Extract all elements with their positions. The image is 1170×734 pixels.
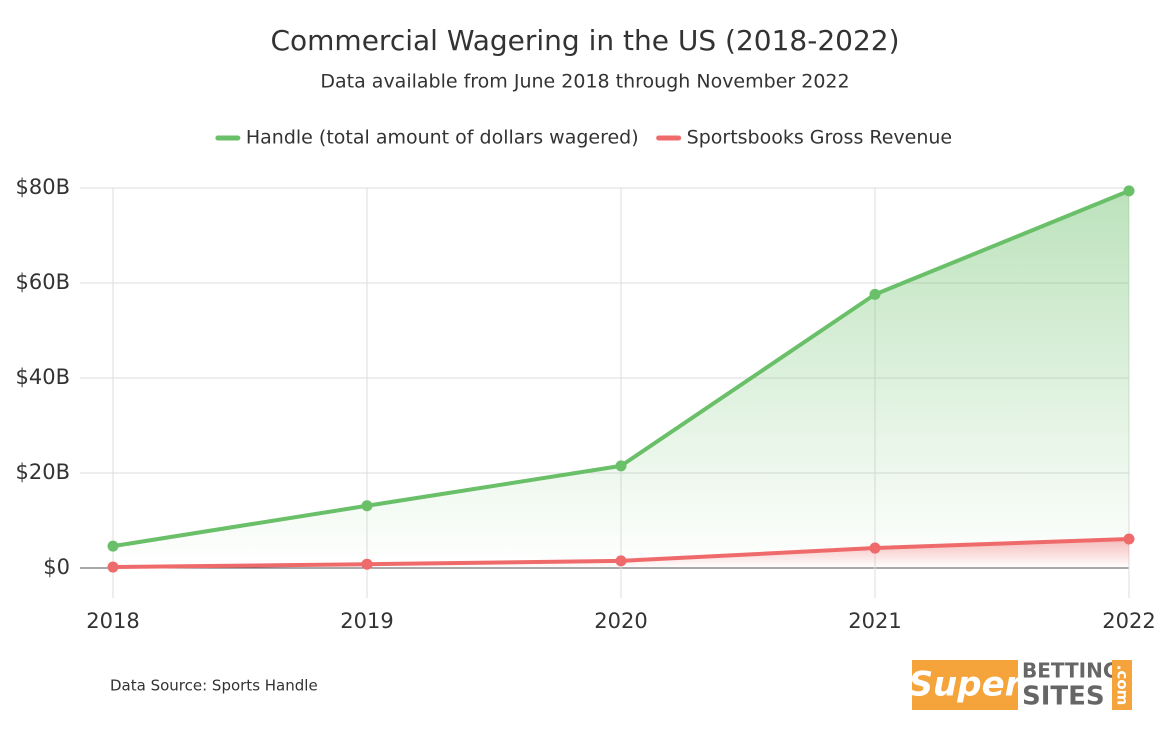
logo-box	[912, 660, 1018, 710]
logo-line1: BETTING	[1022, 659, 1119, 683]
data-point	[1123, 185, 1135, 197]
x-tick-label: 2018	[86, 609, 139, 633]
y-tick-label: $20B	[16, 460, 71, 484]
chart-subtitle: Data available from June 2018 through No…	[320, 71, 849, 93]
data-point	[869, 288, 881, 300]
series-area	[113, 539, 1129, 568]
logo-brand: Super	[909, 665, 1024, 705]
logo-line2: SITES	[1022, 682, 1105, 712]
data-point	[615, 460, 627, 472]
series-area	[113, 190, 1129, 568]
data-point	[361, 500, 373, 512]
data-point	[1123, 533, 1135, 545]
legend-label: Handle (total amount of dollars wagered)	[246, 127, 639, 149]
x-tick-label: 2021	[848, 609, 901, 633]
data-point	[107, 561, 119, 573]
logo-suffix: .com	[1114, 665, 1132, 706]
data-point	[615, 555, 627, 567]
data-point	[361, 558, 373, 570]
logo: Super BETTING SITES .com	[909, 659, 1132, 712]
x-tick-label: 2020	[594, 609, 647, 633]
logo-suffix-box	[1112, 660, 1132, 710]
y-tick-label: $0	[43, 555, 70, 579]
x-tick-label: 2019	[340, 609, 393, 633]
x-tick-label: 2022	[1102, 609, 1155, 633]
data-point	[107, 540, 119, 552]
data-point	[869, 542, 881, 554]
chart-title: Commercial Wagering in the US (2018-2022…	[270, 24, 899, 57]
legend-label: Sportsbooks Gross Revenue	[687, 127, 952, 149]
source-note: Data Source: Sports Handle	[110, 677, 318, 695]
y-tick-label: $60B	[16, 270, 71, 294]
y-tick-label: $40B	[16, 365, 71, 389]
y-tick-label: $80B	[16, 175, 71, 199]
